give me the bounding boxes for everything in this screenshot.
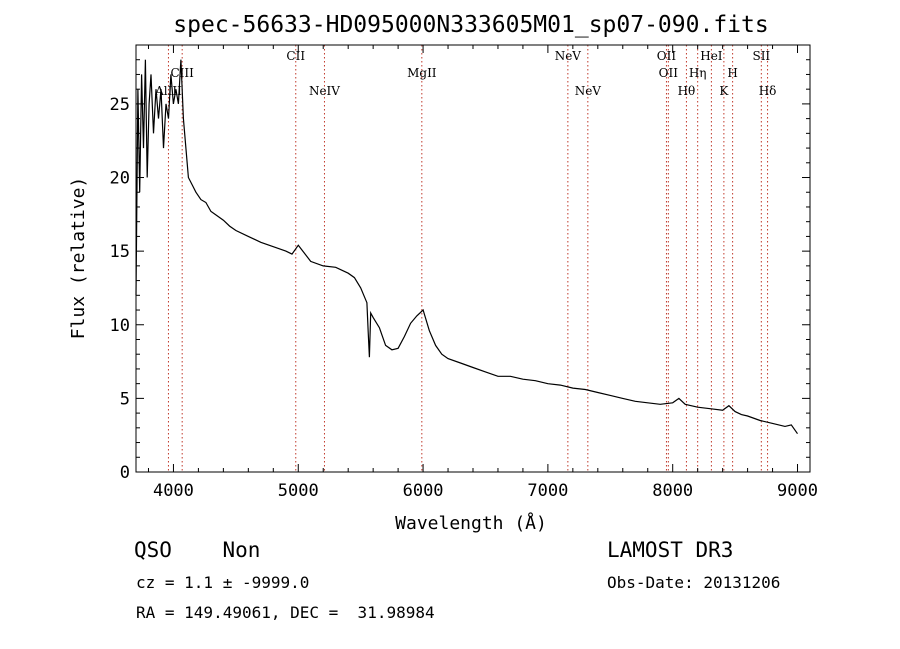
line-label-SII: SII (752, 49, 770, 63)
line-label-K: K (719, 84, 729, 98)
line-label-OII: OII (657, 49, 677, 63)
y-tick-label: 10 (110, 316, 130, 336)
x-tick-label: 4000 (153, 481, 194, 501)
x-tick-label: 9000 (777, 481, 818, 501)
coordinates-text: RA = 149.49061, DEC = 31.98984 (136, 603, 435, 622)
line-label-Hθ: Hθ (678, 84, 696, 98)
x-tick-label: 6000 (403, 481, 444, 501)
y-axis-label: Flux (relative) (68, 177, 89, 340)
line-label-NeV: NeV (555, 49, 582, 63)
line-label-MgII: MgII (407, 66, 437, 80)
y-tick-label: 0 (120, 463, 130, 483)
x-tick-label: 5000 (278, 481, 319, 501)
classification-text: QSO Non (134, 538, 261, 562)
spectrum-series-line (135, 59, 798, 435)
y-tick-label: 15 (110, 242, 130, 262)
line-label-H: H (727, 66, 737, 80)
line-label-NeIV: NeIV (309, 84, 340, 98)
emission-line-labels: AlIII CIII CII NeIV MgII NeV NeV OII OII Hθ Hη HeI K… (154, 49, 776, 98)
line-label-Hη: Hη (689, 66, 707, 80)
survey-text: LAMOST DR3 (607, 538, 734, 562)
x-axis-label: Wavelength (Å) (395, 512, 547, 534)
y-tick-label: 5 (120, 389, 130, 409)
line-label-NeV: NeV (575, 84, 602, 98)
y-tick-label: 20 (110, 169, 130, 189)
chart-title: spec-56633-HD095000N333605M01_sp07-090.f… (173, 12, 768, 38)
x-axis: 4000 5000 6000 7000 8000 9000 (147, 45, 818, 501)
line-label-AlIII: AlIII (154, 84, 182, 98)
x-tick-label: 8000 (652, 481, 693, 501)
y-axis: 0 5 10 15 20 25 (110, 59, 810, 483)
emission-line-markers (167, 45, 769, 472)
x-tick-label: 7000 (527, 481, 568, 501)
redshift-text: cz = 1.1 ± -9999.0 (136, 573, 310, 592)
line-label-Hδ: Hδ (759, 84, 777, 98)
line-label-CIII: CIII (170, 66, 194, 80)
plot-frame (135, 44, 811, 473)
y-tick-label: 25 (110, 95, 130, 115)
line-label-HeI: HeI (700, 49, 723, 63)
line-label-OII: OII (659, 66, 679, 80)
line-label-CII: CII (286, 49, 305, 63)
obs-date-text: Obs-Date: 20131206 (607, 573, 781, 592)
